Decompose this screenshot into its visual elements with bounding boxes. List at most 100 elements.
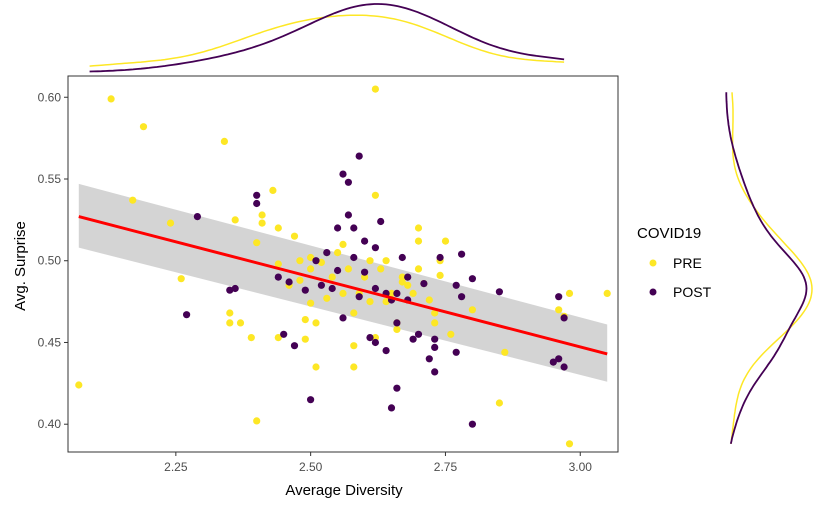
point-pre-49 (382, 257, 390, 265)
point-post-5 (253, 199, 261, 208)
point-pre-24 (301, 316, 309, 324)
top-density-plot (89, 3, 565, 73)
point-pre-48 (377, 265, 385, 273)
point-post-54 (458, 250, 466, 258)
point-post-28 (366, 334, 374, 342)
point-post-21 (344, 211, 352, 219)
right-density-pre (730, 92, 813, 444)
point-pre-47 (371, 85, 379, 93)
point-post-29 (371, 338, 379, 347)
point-pre-4 (166, 219, 175, 227)
panel-border (67, 75, 619, 453)
point-post-9 (290, 342, 299, 350)
point-pre-60 (414, 265, 423, 273)
point-pre-27 (307, 265, 315, 273)
point-pre-7 (226, 319, 234, 327)
point-post-39 (393, 384, 401, 392)
point-post-47 (431, 335, 439, 343)
point-pre-17 (274, 224, 282, 232)
point-pre-37 (344, 265, 352, 273)
right-density-post (725, 92, 808, 445)
y-tick-label-4: 0.60 (38, 90, 62, 104)
point-post-57 (495, 288, 503, 296)
x-tick-label-0: 2.25 (164, 460, 188, 474)
point-pre-32 (323, 294, 331, 302)
point-pre-58 (414, 224, 423, 232)
point-pre-74 (565, 289, 574, 297)
point-post-22 (350, 224, 358, 232)
point-pre-8 (226, 309, 234, 317)
legend-key-post (649, 288, 657, 296)
point-post-10 (301, 286, 309, 294)
point-post-19 (339, 314, 347, 322)
point-pre-66 (436, 271, 444, 279)
point-post-41 (404, 273, 412, 281)
point-pre-50 (382, 298, 390, 306)
point-post-15 (328, 284, 336, 293)
point-pre-70 (495, 399, 503, 407)
point-pre-53 (393, 325, 401, 333)
axes: Average Diversity Avg. Surprise 2.25 2.50… (12, 90, 592, 499)
point-post-55 (468, 275, 476, 283)
legend-title: COVID19 (637, 225, 701, 242)
point-post-44 (414, 330, 423, 338)
point-pre-46 (371, 191, 379, 199)
point-pre-31 (317, 258, 325, 266)
point-post-46 (425, 355, 433, 363)
point-pre-3 (139, 123, 148, 131)
point-pre-1 (107, 95, 115, 103)
point-pre-33 (328, 273, 336, 281)
point-pre-29 (312, 363, 320, 371)
point-pre-69 (468, 306, 476, 314)
point-pre-26 (307, 253, 315, 262)
point-pre-35 (339, 240, 347, 248)
point-pre-21 (290, 232, 299, 240)
point-pre-5 (177, 275, 185, 283)
x-tick-label-1: 2.50 (299, 460, 323, 474)
point-post-23 (350, 253, 358, 262)
point-post-8 (285, 278, 293, 286)
point-pre-34 (334, 249, 342, 257)
y-tick-label-1: 0.45 (38, 335, 62, 349)
point-post-43 (409, 335, 417, 343)
point-post-62 (560, 314, 568, 322)
point-pre-13 (253, 417, 261, 425)
point-pre-62 (425, 296, 433, 304)
point-pre-68 (447, 330, 455, 338)
point-pre-9 (231, 216, 239, 224)
point-post-52 (452, 281, 460, 289)
y-tick-label-3: 0.55 (38, 172, 62, 186)
point-pre-19 (274, 334, 282, 342)
point-post-27 (361, 268, 369, 276)
point-post-59 (555, 355, 563, 363)
point-pre-40 (350, 309, 358, 317)
point-pre-12 (253, 239, 261, 247)
point-pre-57 (409, 289, 417, 297)
point-pre-16 (269, 186, 277, 194)
x-axis-label: Average Diversity (285, 482, 403, 499)
point-post-6 (274, 273, 282, 281)
point-pre-23 (296, 276, 304, 284)
point-pre-63 (431, 309, 439, 317)
point-pre-28 (307, 299, 315, 307)
point-post-11 (307, 396, 315, 404)
point-post-13 (317, 281, 325, 289)
point-post-24 (355, 152, 363, 160)
point-pre-72 (555, 306, 563, 314)
point-post-30 (371, 244, 379, 252)
point-post-56 (468, 420, 476, 428)
legend-label-pre: PRE (673, 255, 702, 271)
point-pre-0 (75, 381, 83, 389)
point-pre-71 (501, 348, 509, 356)
top-density-pre (89, 14, 565, 67)
right-density-plot (725, 92, 813, 445)
point-post-37 (393, 289, 401, 297)
y-tick-label-2: 0.50 (38, 254, 62, 268)
point-pre-64 (431, 319, 439, 327)
point-pre-14 (258, 219, 266, 227)
point-post-33 (382, 347, 390, 355)
point-post-45 (420, 280, 428, 288)
y-tick-label-0: 0.40 (38, 417, 62, 431)
point-pre-51 (387, 289, 396, 297)
point-post-3 (231, 284, 239, 293)
